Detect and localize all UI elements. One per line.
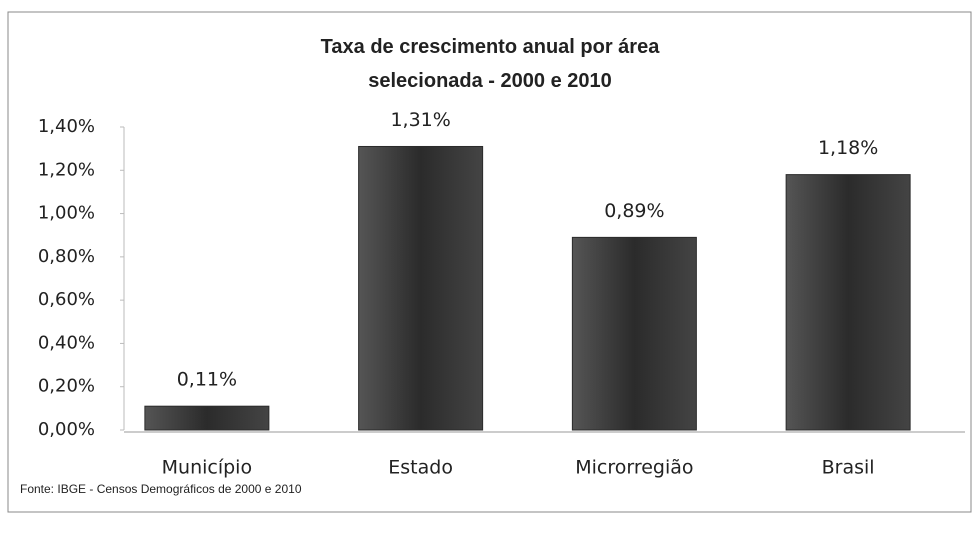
y-tick-label: 0,40%	[38, 332, 95, 353]
x-tick-label: Microrregião	[575, 457, 693, 479]
frame	[7, 11, 972, 513]
y-tick-label: 1,40%	[38, 116, 95, 137]
bar	[571, 236, 697, 431]
source-note: Fonte: IBGE - Censos Demográficos de 200…	[20, 482, 302, 496]
y-tick-label: 0,20%	[38, 376, 95, 397]
y-tick-label: 0,60%	[38, 289, 95, 310]
y-tick-label: 0,80%	[38, 246, 95, 267]
y-tick-label: 1,20%	[38, 159, 95, 180]
y-tick-label: 1,00%	[38, 203, 95, 224]
x-tick-label: Município	[162, 457, 252, 479]
bar	[785, 174, 911, 431]
bar	[358, 145, 484, 431]
x-tick-label: Brasil	[822, 457, 875, 479]
x-tick-label: Estado	[388, 457, 453, 479]
chart-title: Taxa de crescimento anual por área selec…	[320, 36, 660, 92]
value-label: 1,31%	[390, 109, 450, 131]
value-label: 0,89%	[604, 200, 664, 222]
y-tick-label: 0,00%	[38, 419, 95, 440]
value-label: 0,11%	[177, 369, 237, 391]
bar	[144, 405, 270, 431]
value-label: 1,18%	[818, 137, 878, 159]
